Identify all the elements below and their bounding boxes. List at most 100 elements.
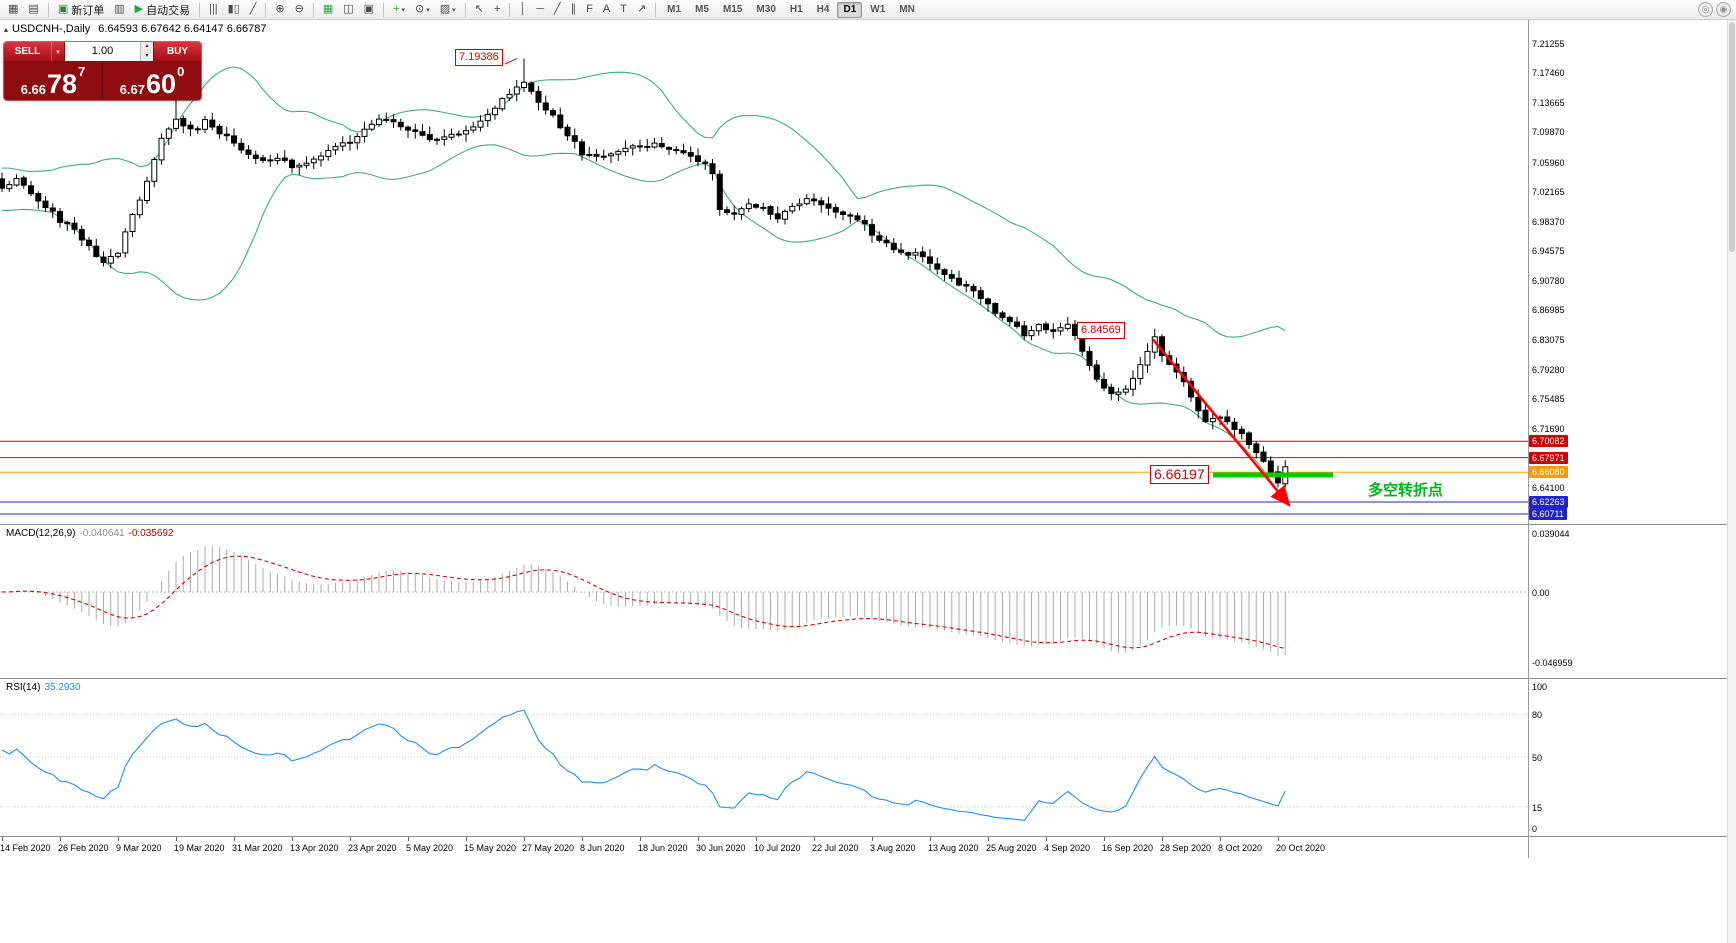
price-axis[interactable]: 7.21255 7.17460 7.13665 7.09870 7.05960 7.021… [1528, 0, 1736, 943]
rsi-pane[interactable]: RSI(14) 35.2930 [0, 678, 1528, 836]
new-order-button[interactable]: ▣ 新订单 [54, 1, 108, 18]
date-label: 15 May 2020 [464, 843, 517, 853]
toolbar-separator [312, 2, 314, 17]
rsi-label: RSI(14) 35.2930 [6, 682, 85, 693]
timeframe-h4[interactable]: H4 [816, 4, 830, 15]
timeframe-h1[interactable]: H1 [789, 4, 803, 15]
price-axis-label: 7.09870 [1532, 127, 1565, 137]
vertical-line-icon: │ [519, 3, 527, 15]
main-chart-pane[interactable]: ▴ USDCNH-,Daily 6.64593 6.67642 6.64147 6.… [0, 20, 1528, 524]
toolbar-extra-icon-1[interactable]: ◎ [1698, 2, 1713, 17]
collapse-triangle-icon[interactable]: ▴ [4, 25, 9, 34]
rsi-axis-label: 0 [1532, 824, 1538, 834]
tile-windows-icon: ▦ [322, 3, 334, 15]
toolbar-extra-icon-2[interactable]: ◉ [1716, 2, 1731, 17]
buy-price-fraction: 0 [177, 64, 185, 79]
price-label-support[interactable]: 6.66197 [1150, 465, 1209, 484]
crosshair-icon[interactable]: + [490, 1, 504, 18]
profiles-icon[interactable]: ▤ [24, 1, 42, 18]
timeframe-d1[interactable]: D1 [837, 1, 863, 18]
timeframe-m5[interactable]: M5 [695, 4, 709, 15]
cursor-icon[interactable]: ↖ [471, 1, 488, 18]
cascade-windows-icon[interactable]: ◫ [339, 1, 357, 18]
scrollbar-thumb[interactable] [1729, 22, 1735, 252]
vertical-line-icon[interactable]: │ [515, 1, 530, 18]
rsi-chart[interactable] [0, 678, 1528, 836]
annotation-text[interactable]: 多空转折点 [1368, 482, 1444, 499]
tile-windows-icon[interactable]: ▦ [319, 1, 337, 18]
arrange-windows-icon[interactable]: ▣ [360, 1, 378, 18]
macd-chart[interactable] [0, 524, 1528, 678]
dropdown-caret-icon: ▾ [401, 6, 406, 14]
text-icon: A [602, 3, 611, 15]
autotrading-button[interactable]: ▶ 自动交易 [131, 1, 194, 18]
date-label: 28 Sep 2020 [1160, 843, 1212, 853]
timeframe-m30[interactable]: M30 [756, 4, 776, 15]
trendline-icon[interactable]: ╱ [550, 1, 565, 18]
candlestick-chart[interactable] [0, 20, 1528, 524]
sell-button[interactable]: SELL [4, 42, 51, 61]
date-label: 5 May 2020 [406, 843, 454, 853]
horizontal-line-icon[interactable]: ─ [532, 1, 548, 18]
crosshair-icon: + [493, 3, 501, 15]
time-tick [408, 837, 409, 841]
price-label-peak[interactable]: 7.19386 [455, 49, 503, 66]
timeframe-w1[interactable]: W1 [870, 4, 886, 15]
bar-chart-icon: ||| [209, 3, 218, 15]
time-axis[interactable]: 14 Feb 2020 26 Feb 2020 9 Mar 2020 19 Mar 2… [0, 837, 1736, 859]
new-chart-icon[interactable]: ▦ [4, 1, 22, 18]
line-chart-icon[interactable]: ╱ [246, 1, 261, 18]
bar-chart-icon[interactable]: ||| [205, 1, 222, 18]
buy-button[interactable]: BUY [154, 42, 201, 61]
timeframe-m15[interactable]: M15 [722, 4, 743, 15]
macd-name: MACD(12,26,9) [6, 528, 76, 539]
new-order-button: ▣ [57, 3, 69, 15]
vertical-scrollbar[interactable] [1727, 20, 1736, 943]
date-label: 9 Mar 2020 [116, 843, 162, 853]
templates-icon[interactable]: ▨ ▾ [436, 1, 460, 18]
zoom-in-icon[interactable]: ⊕ [271, 1, 288, 18]
date-label: 27 May 2020 [522, 843, 575, 853]
label-icon[interactable]: T [616, 1, 631, 18]
channel-icon[interactable]: ∥ [567, 1, 581, 18]
price-axis-label: 6.71690 [1532, 424, 1565, 434]
text-icon[interactable]: A [599, 1, 614, 18]
indicators-icon[interactable]: + ▾ [389, 1, 409, 18]
price-label-swing[interactable]: 6.84569 [1077, 322, 1125, 339]
bu y-price[interactable]: 6.67 60 0 [103, 61, 201, 100]
volume-stepper[interactable]: ▴ ▾ [140, 42, 153, 61]
macd-axis-label: 0.00 [1532, 588, 1550, 598]
timeframe-mn[interactable]: MN [899, 4, 915, 15]
label-icon: T [620, 3, 627, 15]
date-label: 13 Aug 2020 [928, 843, 979, 853]
volume-input[interactable]: 1.00 ▴ ▾ [64, 42, 154, 61]
macd-signal-value: -0.035692 [128, 528, 174, 539]
cascade-windows-icon: ◫ [343, 3, 354, 15]
pane-divider[interactable] [0, 678, 1736, 679]
time-tick [176, 837, 177, 841]
periods-icon[interactable]: ⊙ ▾ [411, 1, 434, 18]
stepper-down-icon[interactable]: ▾ [141, 51, 153, 61]
date-label: 23 Apr 2020 [348, 843, 397, 853]
price-badge: 6.67971 [1529, 452, 1568, 464]
sell-caret-icon[interactable]: ▾ [51, 42, 64, 61]
autotrading-button-label: 自动交易 [146, 4, 191, 17]
sell-price[interactable]: 6.66 78 7 [4, 61, 103, 100]
time-tick [118, 837, 119, 841]
time-tick [814, 837, 815, 841]
timeframe-m1[interactable]: M1 [667, 4, 682, 15]
time-tick [1162, 837, 1163, 841]
fibonacci-icon: F [586, 3, 593, 15]
price-axis-border [1528, 20, 1529, 858]
shapes-icon[interactable]: ↗ [633, 1, 650, 18]
tick-chart-icon[interactable]: ▥ [110, 1, 128, 18]
macd-main-value: -0.040641 [79, 528, 125, 539]
pane-divider[interactable] [0, 524, 1736, 525]
stepper-up-icon[interactable]: ▴ [141, 42, 153, 52]
fibonacci-icon[interactable]: F [582, 1, 597, 18]
candlestick-chart-icon[interactable]: ▮▯ [224, 1, 244, 18]
macd-pane[interactable]: MACD(12,26,9) -0.040641 -0.035692 [0, 524, 1528, 678]
price-axis-label: 7.13665 [1532, 98, 1565, 108]
date-label: 20 Oct 2020 [1276, 843, 1326, 853]
zoom-out-icon[interactable]: ⊖ [291, 1, 308, 18]
